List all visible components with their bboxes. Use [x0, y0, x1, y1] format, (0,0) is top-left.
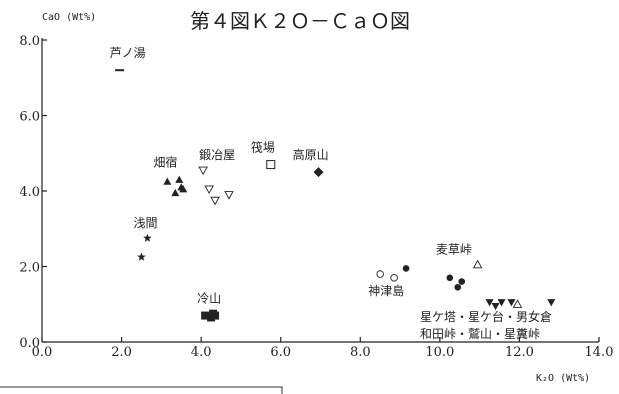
- data-point: [454, 283, 462, 291]
- group-label: 鍛冶屋: [199, 148, 235, 162]
- y-tick-label: 8.0: [19, 34, 40, 49]
- data-point: [507, 299, 516, 307]
- group-label: 和田峠・鷲山・星糞峠: [420, 326, 540, 341]
- data-point: [143, 233, 152, 242]
- data-point: [472, 259, 483, 269]
- data-point: [491, 302, 500, 311]
- group-label: 冷山: [197, 291, 221, 305]
- y-tick-label: 2.0: [19, 261, 40, 276]
- group-label: 高原山: [293, 147, 329, 162]
- data-point: [485, 299, 494, 307]
- data-point: [179, 185, 188, 193]
- data-point: [201, 311, 210, 320]
- data-point: [497, 299, 506, 307]
- data-point: [204, 185, 214, 195]
- y-axis-label: CaO (Wt%): [42, 12, 96, 23]
- data-point: [175, 175, 184, 183]
- y-tick-label: 4.0: [19, 185, 40, 200]
- group-label: 星ケ塔・星ケ台・男女倉: [420, 309, 552, 324]
- axes: 0.0 2.0 4.0 6.0 8.0 10.0 12.0 14.0 0.0 2.0 4.0 6.0 8…: [19, 34, 613, 360]
- group-label: 筏場: [251, 140, 275, 154]
- data-point: [402, 265, 410, 272]
- data-point: [211, 311, 220, 320]
- data-point: [313, 167, 324, 178]
- data-point: [390, 274, 398, 282]
- y-tick-label: 0.0: [19, 336, 40, 351]
- x-tick-label: 6.0: [270, 345, 291, 360]
- x-tick-label: 4.0: [191, 345, 212, 360]
- data-point: [163, 177, 172, 185]
- data-point: [198, 166, 208, 176]
- group-label: 畑宿: [153, 154, 177, 169]
- chart-title: 第４図Ｋ２Ｏ－ＣａＯ図: [190, 9, 410, 33]
- x-tick-label: 2.0: [111, 345, 132, 360]
- data-point: [171, 188, 180, 197]
- x-tick-label: 12.0: [505, 345, 534, 360]
- x-tick-label: 8.0: [350, 345, 371, 360]
- group-label: 麦草峠: [436, 241, 472, 256]
- data-point: [137, 252, 146, 261]
- lower-frame-fragment: [0, 386, 283, 394]
- data-point: [458, 278, 466, 285]
- x-axis-label: K₂O (Wt%): [536, 373, 590, 384]
- x-tick-label: 14.0: [585, 345, 614, 360]
- group-label: 浅間: [134, 216, 158, 230]
- data-point: [376, 270, 384, 278]
- x-tick-label: 10.0: [425, 345, 454, 360]
- data-point: [512, 299, 523, 308]
- group-label: 芦ノ湯: [110, 46, 146, 60]
- data-point: [266, 160, 276, 170]
- y-tick-label: 6.0: [19, 110, 40, 125]
- data-point: [224, 191, 234, 200]
- data-point: [210, 196, 220, 206]
- data-point: [446, 274, 454, 282]
- group-label: 神津島: [368, 283, 404, 298]
- data-marks: [115, 69, 556, 322]
- data-point: [547, 299, 556, 307]
- x-tick-label: 0.0: [32, 345, 53, 360]
